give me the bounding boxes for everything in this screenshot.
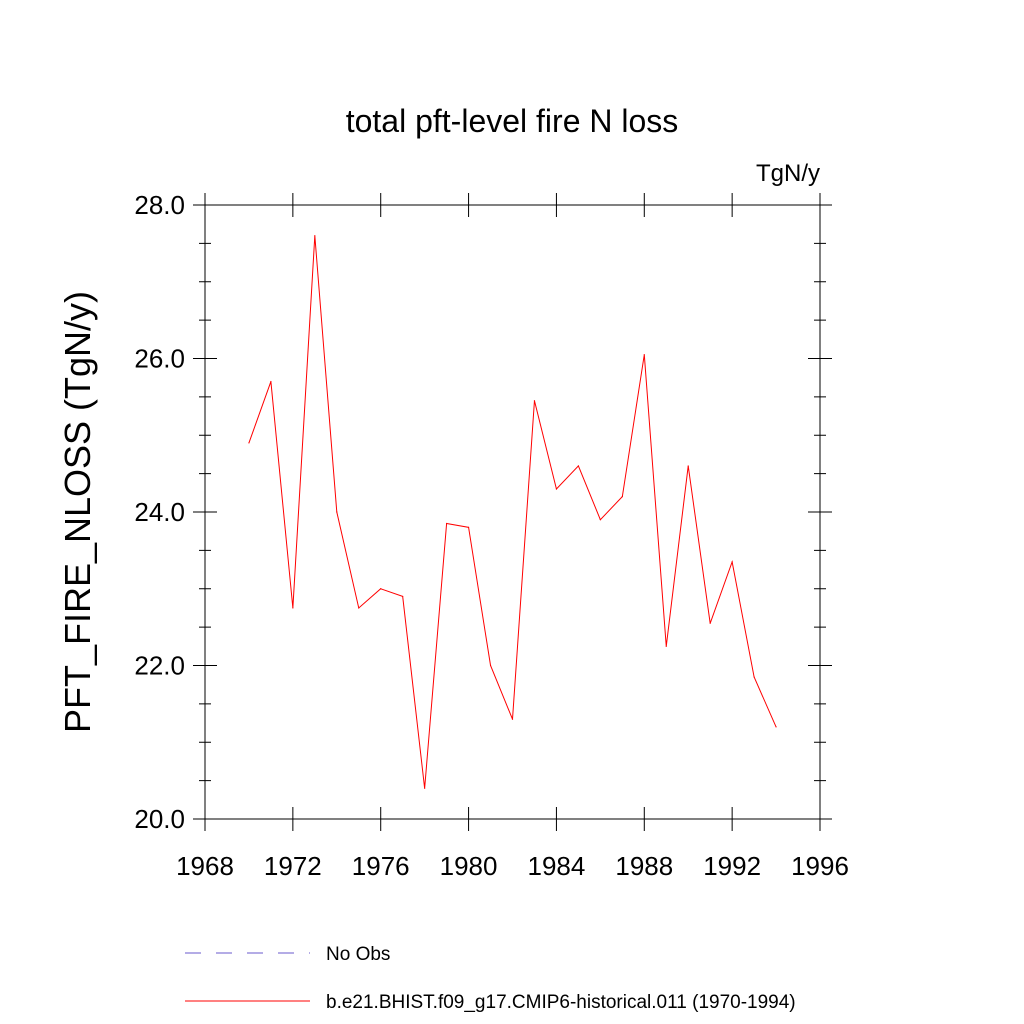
data-point <box>687 465 689 467</box>
legend: No Obs b.e21.BHIST.f09_g17.CMIP6-historic… <box>185 944 796 1013</box>
x-tick-label: 1996 <box>791 851 849 881</box>
data-point <box>489 664 492 667</box>
data-point <box>533 400 536 402</box>
x-tick-label: 1968 <box>176 851 234 881</box>
units-label: TgN/y <box>756 160 820 187</box>
y-tick-label: 20.0 <box>134 804 185 834</box>
data-point <box>621 496 623 498</box>
data-point <box>709 622 711 624</box>
x-tick-label: 1972 <box>264 851 322 881</box>
y-tick-label: 26.0 <box>134 344 185 374</box>
x-tick-label: 1992 <box>703 851 761 881</box>
data-point <box>336 511 338 513</box>
data-point <box>358 607 360 609</box>
y-axis: 20.0 22.0 24.0 26.0 28.0 <box>134 190 832 834</box>
data-point <box>446 522 448 525</box>
x-tick-label: 1980 <box>440 851 498 881</box>
legend-label-no-obs: No Obs <box>326 944 390 965</box>
y-tick-label: 22.0 <box>134 651 185 681</box>
plot-frame <box>204 204 821 820</box>
chart-title: total pft-level fire N loss <box>346 103 679 139</box>
x-tick-label: 1988 <box>615 851 673 881</box>
data-point <box>555 488 558 490</box>
data-point <box>599 519 601 521</box>
data-point <box>511 718 514 720</box>
legend-label-model: b.e21.BHIST.f09_g17.CMIP6-historical.011… <box>326 992 796 1013</box>
data-point <box>467 526 470 528</box>
series-layer <box>248 235 777 789</box>
data-point <box>577 465 579 467</box>
data-point <box>643 354 645 356</box>
x-tick-label: 1984 <box>528 851 586 881</box>
data-point <box>402 595 404 598</box>
data-point <box>731 561 733 563</box>
data-point <box>424 787 426 789</box>
data-point <box>314 235 316 237</box>
data-point <box>292 607 294 609</box>
data-point <box>753 676 755 678</box>
y-tick-label: 24.0 <box>134 497 185 527</box>
data-point <box>270 380 272 383</box>
y-tick-label: 28.0 <box>134 190 185 220</box>
data-point <box>665 645 667 647</box>
data-point <box>380 588 382 590</box>
x-tick-label: 1976 <box>352 851 410 881</box>
data-point <box>775 726 777 728</box>
data-point <box>248 442 250 444</box>
series-line <box>248 235 777 789</box>
x-axis: 1968 1972 1976 1980 1984 1988 1992 1996 <box>176 193 849 881</box>
y-axis-label: PFT_FIRE_NLOSS (TgN/y) <box>57 291 98 733</box>
